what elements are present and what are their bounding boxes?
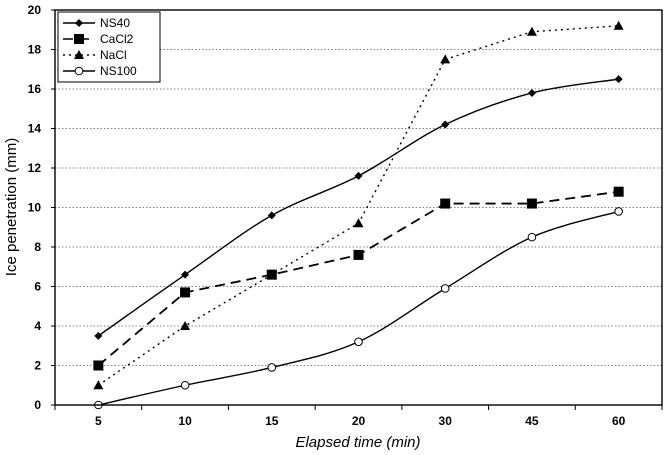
x-tick-label: 30	[439, 414, 453, 428]
y-tick-label: 0	[34, 398, 41, 412]
legend-label: NaCl	[100, 48, 127, 62]
legend-item: NaCl	[63, 48, 127, 62]
data-point	[613, 186, 624, 197]
data-point	[440, 284, 450, 293]
data-point	[441, 120, 450, 129]
y-tick-label: 8	[34, 240, 41, 254]
data-point	[527, 88, 536, 97]
data-point	[267, 211, 276, 220]
series-nacl	[93, 20, 624, 390]
y-tick-label: 18	[28, 43, 42, 57]
data-point	[526, 26, 537, 36]
legend-item: NS40	[63, 16, 130, 30]
data-point	[614, 75, 623, 84]
data-point	[267, 363, 277, 372]
x-tick-label: 5	[95, 414, 102, 428]
data-point	[613, 20, 624, 30]
x-tick-label: 45	[525, 414, 539, 428]
data-point	[354, 171, 363, 180]
x-axis-title: Elapsed time (min)	[295, 434, 420, 451]
data-point	[180, 287, 191, 298]
data-point	[266, 269, 277, 279]
data-point	[526, 198, 537, 209]
data-point	[614, 207, 623, 216]
y-tick-label: 14	[28, 122, 42, 136]
data-point	[353, 218, 364, 228]
legend: NS40 CaCl2 NaCl NS100	[57, 11, 161, 83]
grid	[55, 49, 662, 366]
y-axis-title: Ice penetration (mm)	[3, 138, 20, 276]
data-point	[440, 54, 451, 64]
x-tick-label: 60	[612, 414, 626, 428]
y-tick-label: 6	[34, 280, 41, 294]
x-ticks: 5 10 15 20 30 45 60	[54, 405, 663, 428]
y-tick-label: 10	[28, 201, 42, 215]
data-point	[94, 331, 103, 340]
legend-item: NS100	[63, 64, 137, 78]
y-tick-label: 12	[28, 161, 42, 175]
series-line-ns100	[98, 210, 619, 406]
y-tick-label: 16	[28, 82, 42, 96]
legend-label: NS40	[100, 16, 130, 30]
x-tick-label: 20	[352, 414, 366, 428]
legend-marker	[75, 19, 83, 27]
legend-marker	[74, 50, 84, 59]
data-point	[93, 360, 104, 371]
series-ns100	[94, 207, 623, 410]
data-point	[440, 198, 451, 209]
x-tick-label: 15	[265, 414, 279, 428]
x-tick-label: 10	[178, 414, 192, 428]
y-tick-label: 4	[34, 319, 41, 333]
data-point	[527, 232, 537, 242]
data-point	[354, 337, 363, 347]
series-ns40	[94, 75, 623, 340]
legend-item: CaCl2	[63, 32, 134, 46]
data-point	[353, 249, 364, 260]
legend-label: CaCl2	[100, 32, 134, 46]
y-tick-label: 20	[28, 3, 42, 17]
series-layer	[93, 20, 624, 410]
series-line-nacl	[97, 25, 619, 386]
legend-marker	[74, 66, 84, 76]
data-point	[93, 380, 104, 390]
legend-label: NS100	[100, 64, 137, 78]
y-tick-label: 2	[34, 359, 41, 373]
data-point	[180, 321, 191, 330]
legend-marker	[74, 34, 84, 44]
data-point	[181, 270, 190, 279]
series-line-ns40	[97, 78, 619, 337]
data-point	[180, 380, 190, 390]
y-ticks: 0 2 4 6 8 10 12 14 16 18 20	[28, 3, 55, 412]
